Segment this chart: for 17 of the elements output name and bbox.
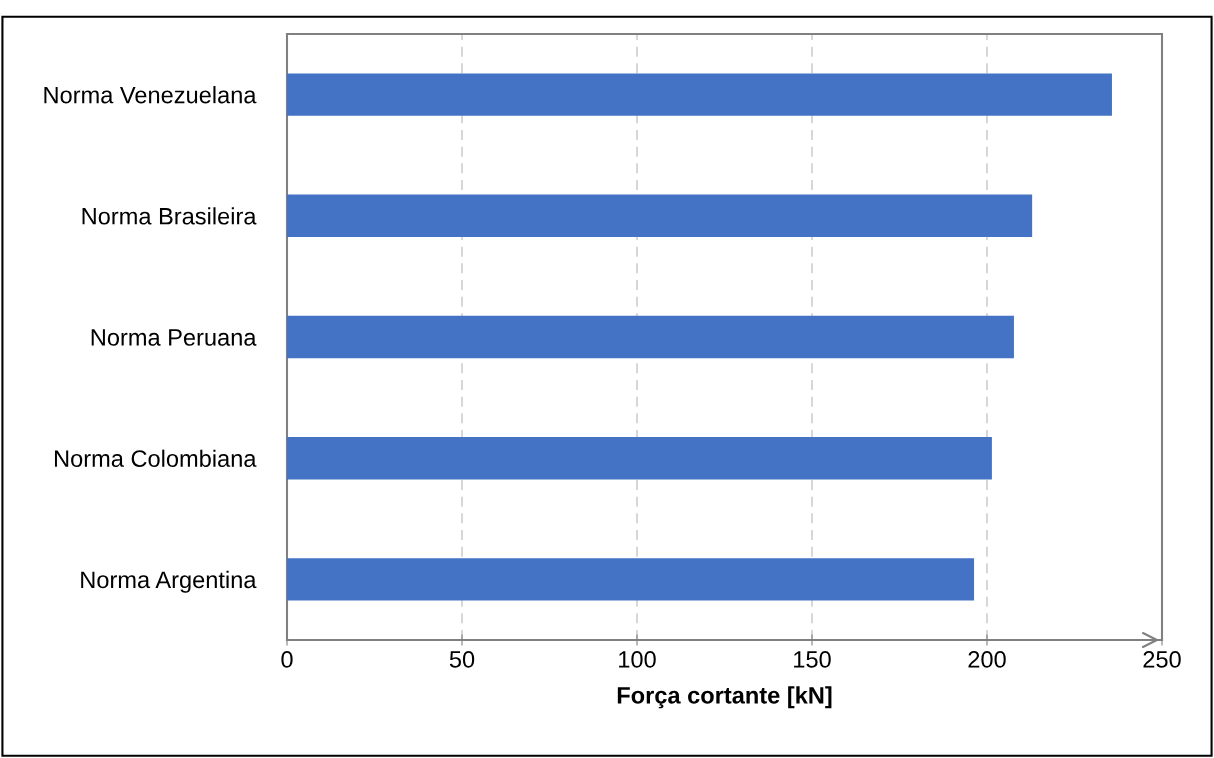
y-tick-label: Norma Venezuelana	[44, 86, 257, 104]
x-tick-label: 150	[794, 651, 831, 668]
x-tick-label: 250	[1143, 651, 1181, 668]
x-tick-label: 0	[281, 651, 293, 668]
y-tick-label: Norma Argentina	[81, 570, 257, 593]
x-axis-title: Força cortante [kN]	[617, 686, 832, 709]
bar	[287, 436, 992, 480]
x-tick-label: 50	[449, 651, 475, 668]
x-tick-label: 100	[619, 651, 656, 668]
y-tick-label: Norma Peruana	[91, 329, 257, 346]
x-tick-label: 200	[968, 651, 1006, 668]
y-tick-label: Norma Brasileira	[82, 207, 257, 225]
bar	[287, 73, 1112, 116]
y-tick-label: Norma Colombiana	[54, 449, 257, 467]
bar	[287, 194, 1033, 238]
bar	[287, 558, 975, 601]
bar	[287, 315, 1014, 359]
